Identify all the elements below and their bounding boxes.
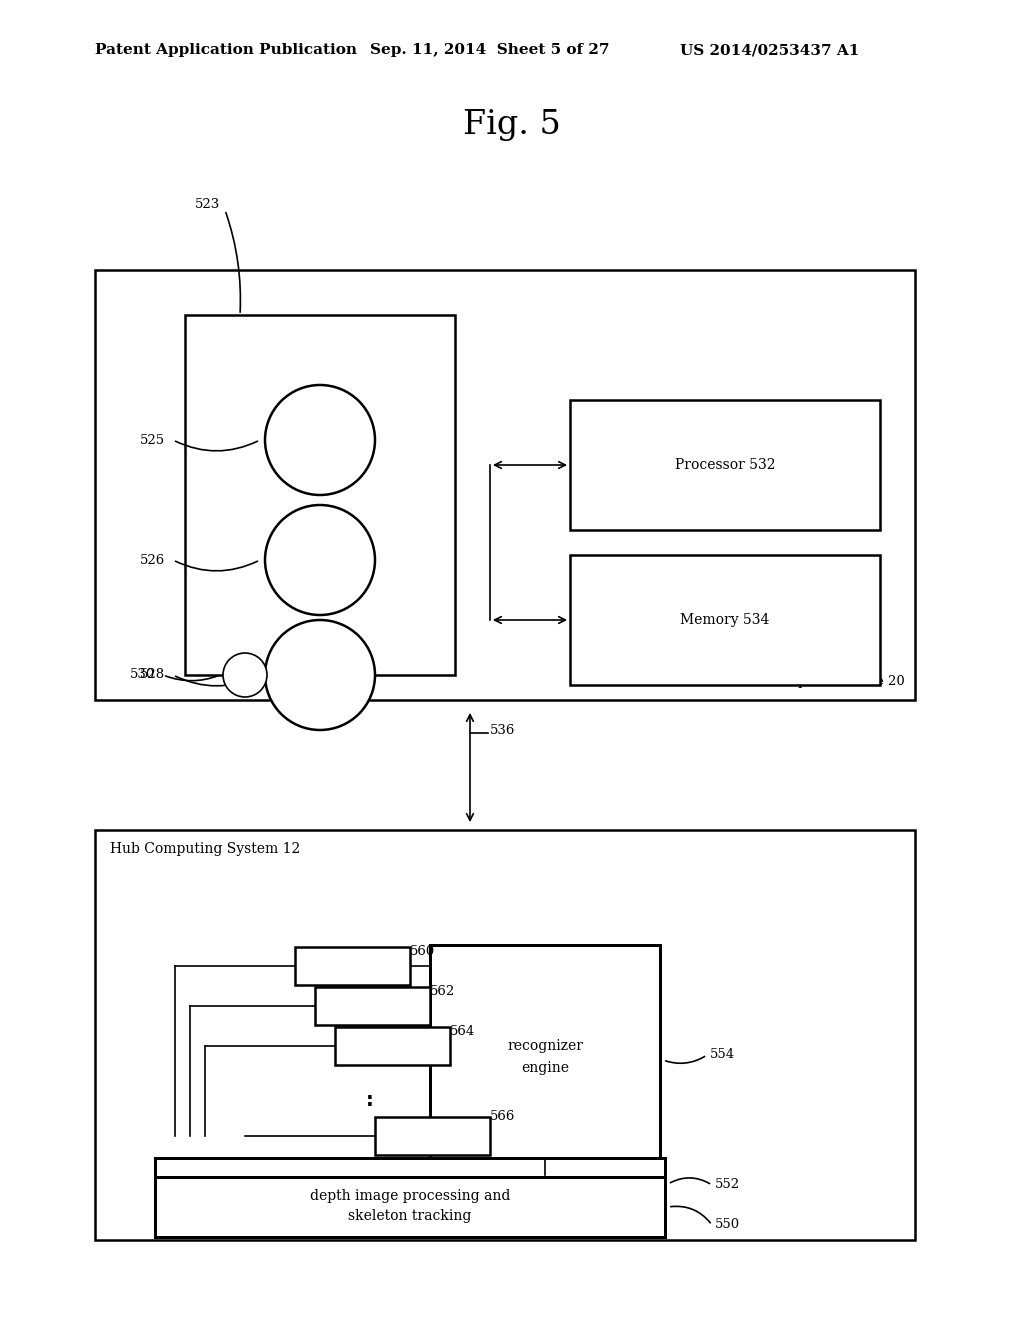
Text: filter: filter xyxy=(376,1040,409,1052)
Text: 526: 526 xyxy=(139,553,165,566)
Bar xyxy=(95,271,915,700)
Text: 528: 528 xyxy=(140,668,165,681)
Text: 552: 552 xyxy=(715,1179,740,1192)
Text: engine: engine xyxy=(521,1061,569,1074)
Text: recognizer: recognizer xyxy=(507,1039,583,1053)
Bar xyxy=(375,1117,490,1155)
Text: filter: filter xyxy=(356,999,389,1012)
Text: 562: 562 xyxy=(430,985,456,998)
Text: depth image processing and: depth image processing and xyxy=(310,1189,510,1203)
Text: US 2014/0253437 A1: US 2014/0253437 A1 xyxy=(680,44,859,57)
Bar xyxy=(430,945,660,1175)
Text: Fig. 5: Fig. 5 xyxy=(463,110,561,141)
Circle shape xyxy=(265,506,375,615)
Text: :: : xyxy=(367,1090,374,1110)
Text: filter: filter xyxy=(416,1130,449,1143)
Text: 554: 554 xyxy=(710,1048,735,1061)
Text: Capture Device 20: Capture Device 20 xyxy=(780,675,905,688)
Bar xyxy=(295,946,410,985)
Bar xyxy=(570,554,880,685)
Circle shape xyxy=(265,385,375,495)
Text: skeleton tracking: skeleton tracking xyxy=(348,1209,472,1224)
Bar xyxy=(315,987,430,1026)
Text: Memory 534: Memory 534 xyxy=(680,612,770,627)
Text: 566: 566 xyxy=(490,1110,515,1123)
Bar xyxy=(335,1027,450,1065)
Text: 550: 550 xyxy=(715,1218,740,1232)
Text: application: application xyxy=(371,1177,450,1191)
Bar xyxy=(155,1158,665,1210)
Text: 536: 536 xyxy=(490,723,515,737)
Bar xyxy=(185,315,455,675)
Text: 523: 523 xyxy=(195,198,220,211)
Text: Hub Computing System 12: Hub Computing System 12 xyxy=(110,842,300,855)
Text: 564: 564 xyxy=(450,1026,475,1038)
Bar xyxy=(570,400,880,531)
Bar xyxy=(95,830,915,1239)
Text: 560: 560 xyxy=(410,945,435,958)
Text: Processor 532: Processor 532 xyxy=(675,458,775,473)
Text: 530: 530 xyxy=(130,668,155,681)
Text: filter: filter xyxy=(336,960,369,973)
Circle shape xyxy=(265,620,375,730)
Text: Patent Application Publication: Patent Application Publication xyxy=(95,44,357,57)
Bar xyxy=(155,1177,665,1237)
Circle shape xyxy=(223,653,267,697)
Text: Sep. 11, 2014  Sheet 5 of 27: Sep. 11, 2014 Sheet 5 of 27 xyxy=(370,44,609,57)
Text: 525: 525 xyxy=(140,433,165,446)
